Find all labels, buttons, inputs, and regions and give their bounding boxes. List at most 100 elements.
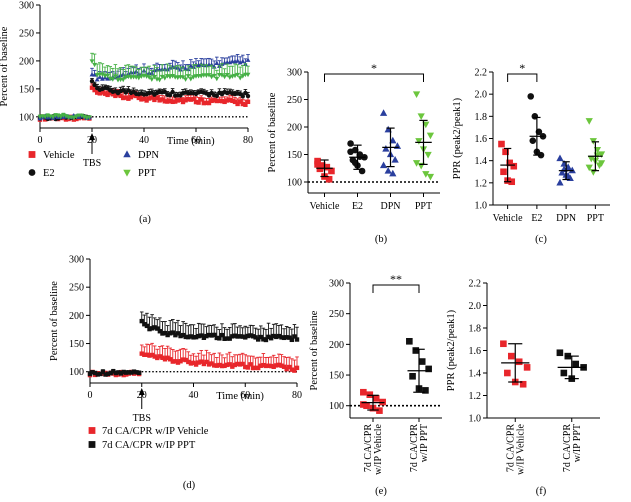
data-point <box>227 75 233 80</box>
data-point <box>102 91 108 96</box>
data-point <box>204 333 209 339</box>
y-tick-label: 150 <box>329 371 344 382</box>
data-point <box>266 363 271 368</box>
data-point <box>232 99 238 105</box>
panel-label-b: (b) <box>375 234 388 245</box>
data-point <box>558 168 566 176</box>
data-point <box>294 337 300 342</box>
data-point <box>240 94 245 99</box>
data-point <box>263 337 269 343</box>
legend-label: PPT <box>138 168 157 179</box>
data-point <box>372 395 380 402</box>
y-tick-label: 250 <box>329 309 344 320</box>
data-point <box>170 99 175 105</box>
data-point <box>227 362 232 367</box>
data-point <box>389 169 397 177</box>
data-point <box>243 90 248 96</box>
data-point <box>250 334 256 339</box>
data-point <box>253 335 258 340</box>
data-point <box>376 407 383 414</box>
data-point <box>274 334 279 340</box>
significance-bracket <box>324 73 424 82</box>
y-tick-label: 200 <box>329 340 344 351</box>
x-tick-label: E2 <box>352 201 363 212</box>
data-point <box>281 335 287 341</box>
data-point <box>212 98 217 103</box>
data-point <box>160 97 165 102</box>
data-point <box>147 326 152 332</box>
data-point <box>152 97 157 103</box>
data-point <box>248 333 253 338</box>
data-point <box>198 74 204 79</box>
data-point <box>131 93 136 98</box>
data-point <box>113 370 119 376</box>
data-point <box>271 364 276 370</box>
data-point <box>142 352 147 357</box>
data-point <box>173 332 178 338</box>
data-point <box>110 77 116 82</box>
data-point <box>255 365 261 371</box>
legend-label: E2 <box>43 168 55 179</box>
data-point <box>126 370 132 375</box>
data-point <box>294 365 300 371</box>
data-point <box>238 99 243 104</box>
data-point <box>105 92 110 98</box>
data-point <box>160 331 165 336</box>
data-point <box>149 77 155 82</box>
y-tick-label: 2.0 <box>475 90 488 101</box>
data-point <box>568 166 576 174</box>
data-point <box>92 62 98 68</box>
y-tick-label: 2.2 <box>475 68 488 79</box>
data-point <box>230 334 235 339</box>
data-point <box>358 167 366 175</box>
data-point <box>170 330 175 335</box>
data-point <box>124 370 129 375</box>
data-point <box>263 363 269 369</box>
data-point <box>149 352 155 358</box>
data-point <box>406 337 413 345</box>
panel-label-c: (c) <box>535 234 547 245</box>
data-point <box>185 74 191 79</box>
y-tick-label: 1.4 <box>475 156 488 167</box>
data-point <box>147 96 152 101</box>
data-point <box>232 73 238 79</box>
data-point <box>100 369 106 374</box>
data-point <box>188 97 193 102</box>
legend-marker <box>88 427 96 434</box>
data-point <box>183 77 189 82</box>
legend-label: 7d CA/CPR w/IP Vehicle <box>102 426 209 437</box>
data-point <box>118 371 124 376</box>
data-point <box>92 82 97 88</box>
data-point <box>214 98 219 104</box>
panel-label-f: (f) <box>536 486 547 497</box>
data-point <box>225 98 230 103</box>
legend-marker <box>28 169 36 176</box>
data-point <box>165 355 170 360</box>
data-point <box>243 102 248 107</box>
data-point <box>240 101 245 107</box>
data-point <box>258 334 263 340</box>
x-axis-label: Time (min) <box>167 136 215 147</box>
data-point <box>97 91 102 96</box>
data-point <box>191 335 196 340</box>
data-point <box>556 178 564 186</box>
data-point <box>245 99 251 104</box>
data-point <box>170 89 175 95</box>
data-point <box>212 363 217 368</box>
data-point <box>240 361 245 367</box>
data-point <box>287 335 292 340</box>
data-point <box>183 98 188 103</box>
group-e2 <box>527 93 547 159</box>
data-point <box>157 77 163 83</box>
x-axis-label: Time (min) <box>216 391 264 402</box>
data-point <box>108 370 113 376</box>
y-axis-label: PPR (peak2/peak1) <box>446 309 457 391</box>
x-tick-label-text: 7d CA/CPRw/IP PPT <box>562 424 583 472</box>
data-point <box>183 357 188 363</box>
data-point <box>240 334 245 339</box>
data-point <box>90 370 95 375</box>
data-point <box>136 95 141 101</box>
data-point <box>425 365 432 373</box>
data-point <box>506 159 513 167</box>
data-point <box>206 332 212 338</box>
